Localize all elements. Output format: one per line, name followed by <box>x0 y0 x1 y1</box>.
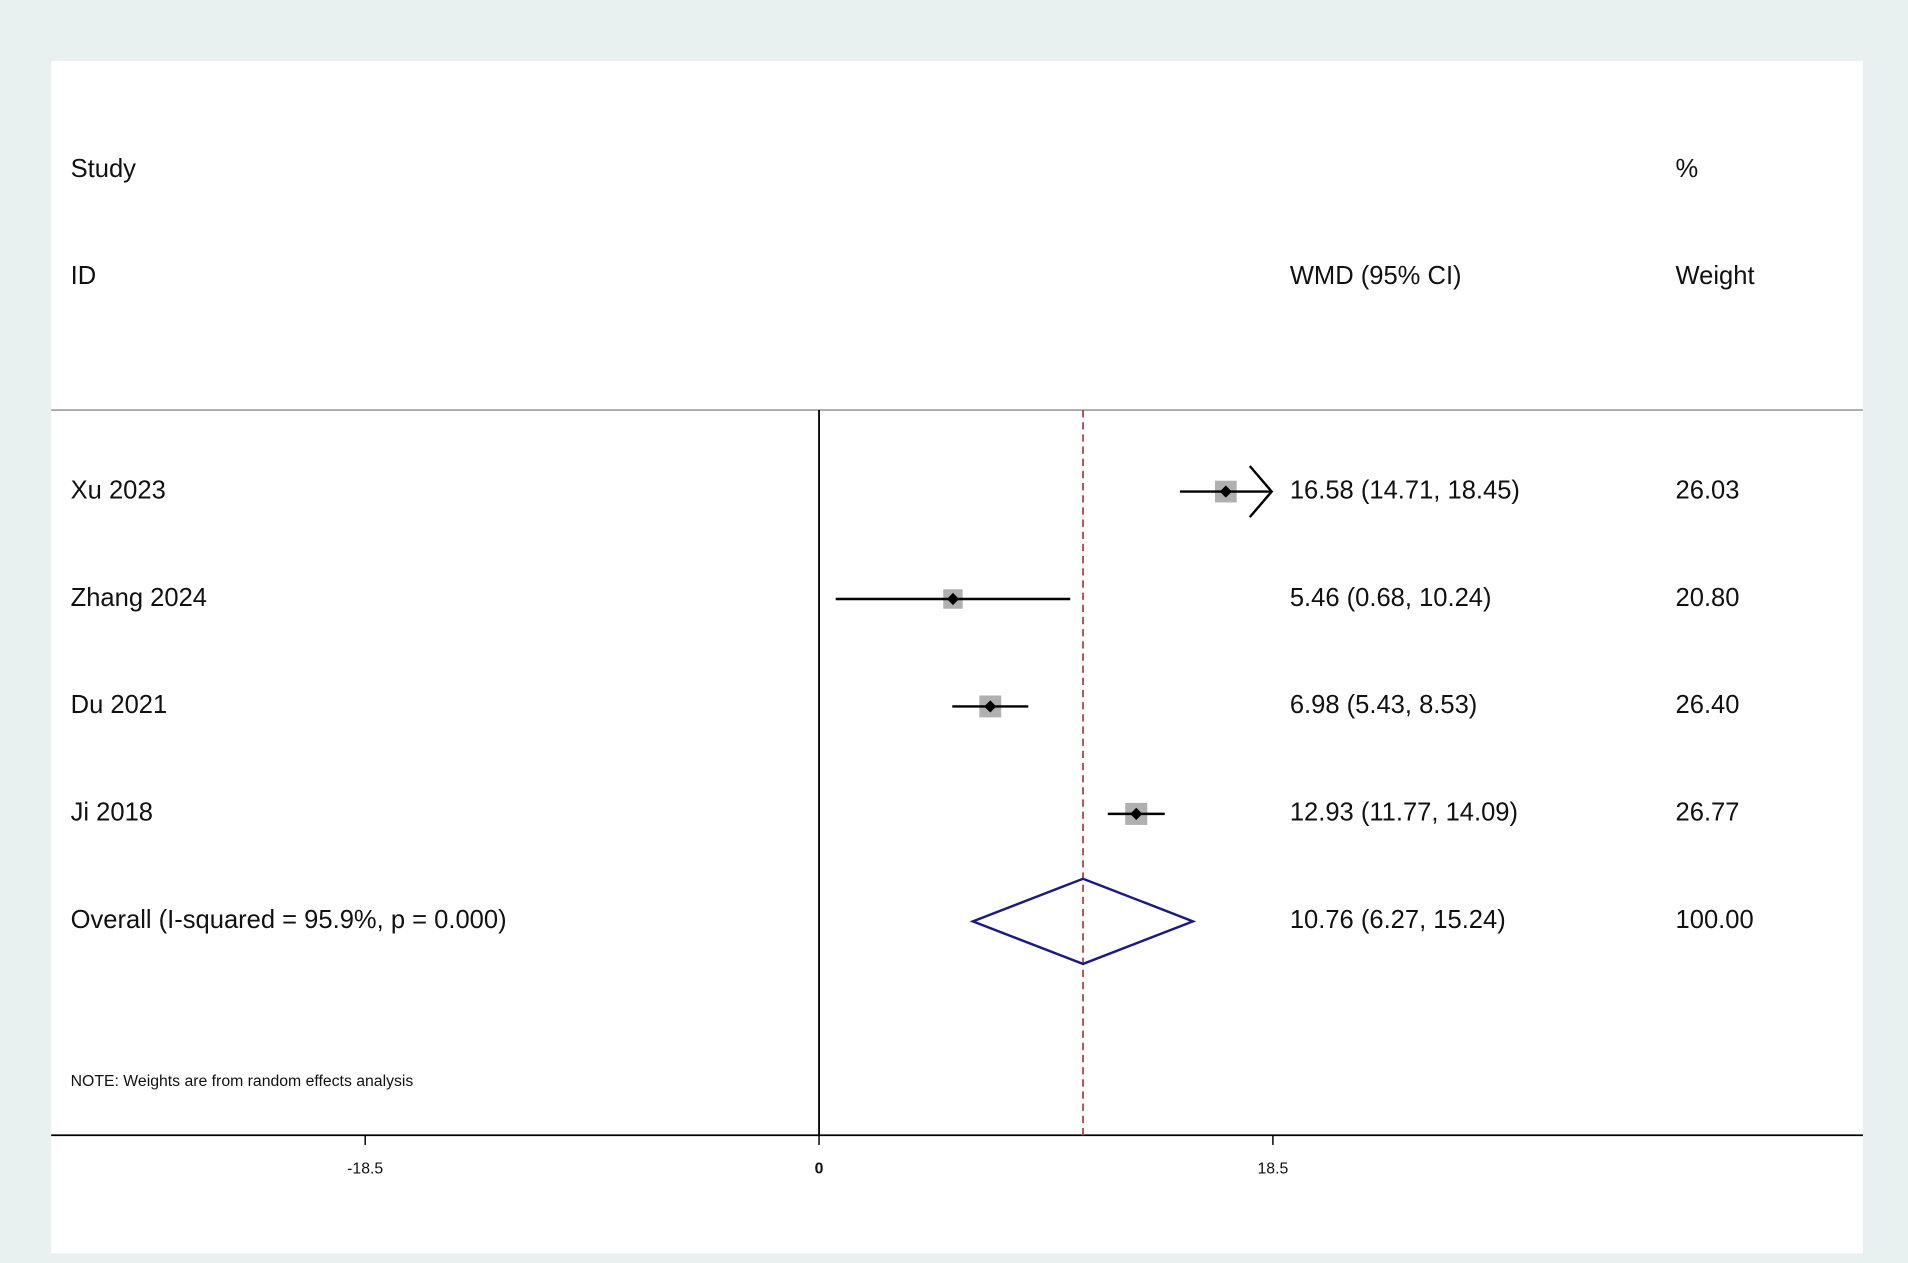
plot-panel <box>51 60 1863 1254</box>
header-weight: Weight <box>1676 262 1755 290</box>
overall-weight-label: 100.00 <box>1676 906 1754 934</box>
header-effect: WMD (95% CI) <box>1290 262 1462 290</box>
overall-effect-label: 10.76 (6.27, 15.24) <box>1290 906 1506 934</box>
weight-label: 20.80 <box>1676 584 1740 612</box>
effect-label: 12.93 (11.77, 14.09) <box>1290 799 1518 827</box>
point-estimate <box>946 592 960 606</box>
header-id: ID <box>71 262 97 290</box>
study-label: Xu 2023 <box>71 476 166 504</box>
x-tick-label: 18.5 <box>1258 1160 1289 1177</box>
header-study: Study <box>71 155 137 183</box>
ci-arrow <box>1248 465 1274 518</box>
study-label: Ji 2018 <box>71 799 153 827</box>
effect-label: 6.98 (5.43, 8.53) <box>1290 691 1477 719</box>
study-label: Zhang 2024 <box>71 584 207 612</box>
weight-label: 26.40 <box>1676 691 1740 719</box>
note: NOTE: Weights are from random effects an… <box>71 1073 414 1090</box>
x-tick-label: 0 <box>815 1160 824 1177</box>
study-label: Du 2021 <box>71 691 168 719</box>
overall-diamond <box>969 877 1197 966</box>
weight-label: 26.03 <box>1676 476 1740 504</box>
header-percent: % <box>1676 155 1699 183</box>
overall-label: Overall (I-squared = 95.9%, p = 0.000) <box>71 906 507 934</box>
weight-label: 26.77 <box>1676 799 1740 827</box>
effect-label: 5.46 (0.68, 10.24) <box>1290 584 1492 612</box>
point-estimate <box>1219 485 1232 498</box>
effect-label: 16.58 (14.71, 18.45) <box>1290 476 1520 504</box>
point-estimate <box>1130 807 1143 820</box>
x-tick-label: -18.5 <box>347 1160 383 1177</box>
